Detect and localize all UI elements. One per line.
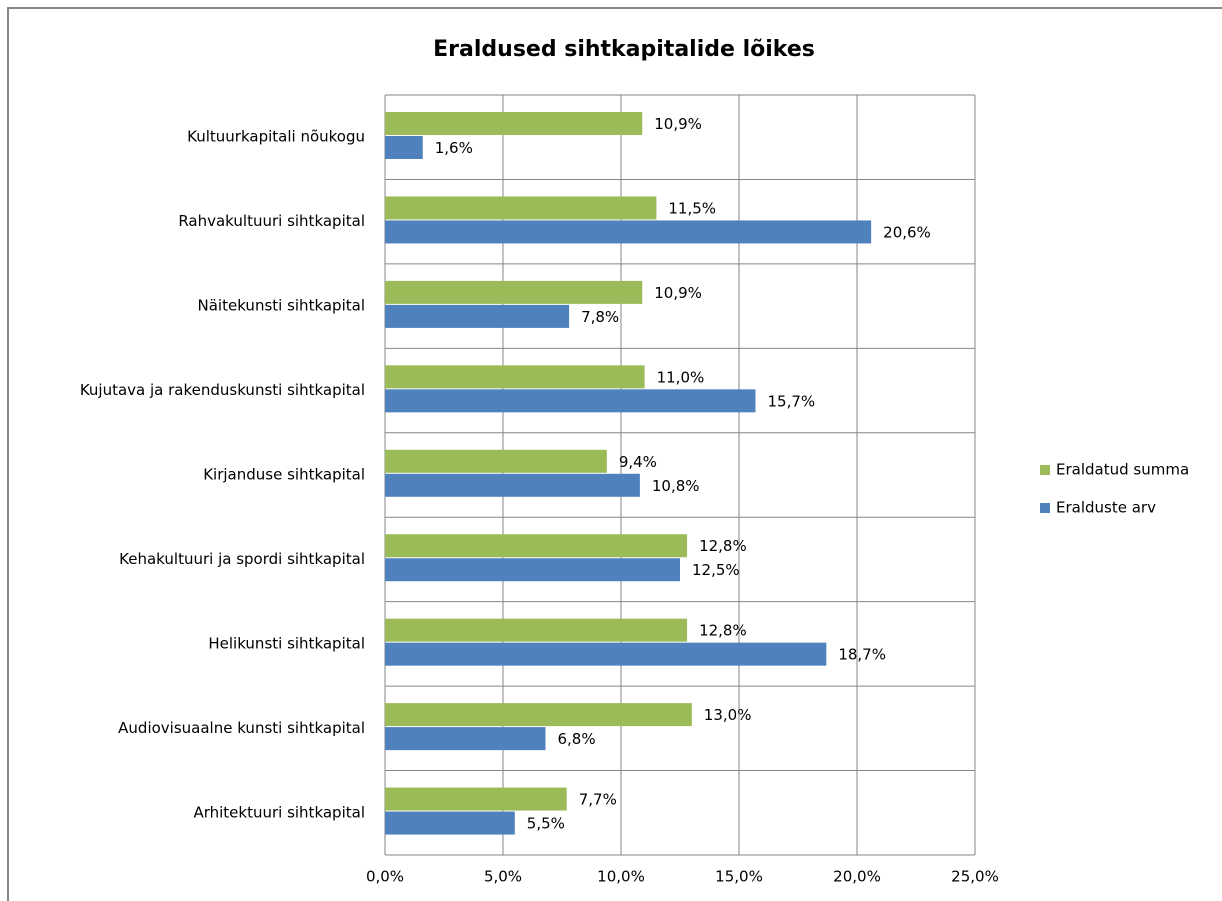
bar bbox=[385, 558, 680, 582]
data-label: 11,0% bbox=[657, 368, 705, 386]
data-label: 10,9% bbox=[654, 115, 702, 133]
y-tick-label: Rahvakultuuri sihtkapital bbox=[178, 212, 365, 230]
bar bbox=[385, 196, 657, 220]
bar bbox=[385, 811, 515, 835]
bar bbox=[385, 280, 643, 304]
chart-frame bbox=[7, 7, 1222, 901]
y-tick-label: Kirjanduse sihtkapital bbox=[203, 466, 365, 484]
data-label: 10,8% bbox=[652, 477, 700, 495]
y-tick-label: Kujutava ja rakenduskunsti sihtkapital bbox=[80, 381, 365, 399]
bar bbox=[385, 449, 607, 473]
x-tick-label: 0,0% bbox=[366, 868, 404, 886]
bar bbox=[385, 534, 688, 558]
legend-swatch bbox=[1040, 503, 1050, 513]
bar bbox=[385, 136, 423, 159]
bar bbox=[385, 112, 643, 135]
legend-swatch bbox=[1040, 465, 1050, 475]
chart-title: Eraldused sihtkapitalide lõikes bbox=[433, 37, 815, 62]
bar bbox=[385, 727, 546, 751]
x-tick-label: 10,0% bbox=[597, 868, 645, 886]
data-label: 5,5% bbox=[527, 815, 565, 833]
x-tick-label: 5,0% bbox=[484, 868, 522, 886]
bar bbox=[385, 473, 640, 497]
bar bbox=[385, 304, 570, 328]
data-label: 18,7% bbox=[838, 646, 886, 664]
data-label: 20,6% bbox=[883, 223, 931, 241]
y-tick-label: Arhitektuuri sihtkapital bbox=[193, 803, 365, 821]
bar bbox=[385, 365, 645, 389]
data-label: 1,6% bbox=[435, 139, 473, 157]
data-label: 9,4% bbox=[619, 453, 657, 471]
y-tick-label: Näitekunsti sihtkapital bbox=[198, 297, 365, 315]
data-label: 7,7% bbox=[579, 791, 617, 809]
data-label: 13,0% bbox=[704, 706, 752, 724]
x-tick-label: 15,0% bbox=[715, 868, 763, 886]
bar bbox=[385, 642, 827, 666]
y-tick-label: Helikunsti sihtkapital bbox=[208, 634, 365, 652]
legend-label: Eraldatud summa bbox=[1056, 461, 1189, 479]
bar bbox=[385, 389, 756, 413]
data-label: 12,5% bbox=[692, 561, 740, 579]
bar bbox=[385, 787, 567, 811]
data-label: 6,8% bbox=[557, 730, 595, 748]
x-tick-label: 20,0% bbox=[833, 868, 881, 886]
legend-label: Eralduste arv bbox=[1056, 499, 1156, 517]
data-label: 10,9% bbox=[654, 284, 702, 302]
data-label: 12,8% bbox=[699, 537, 747, 555]
y-tick-label: Kultuurkapitali nõukogu bbox=[187, 128, 365, 146]
data-label: 7,8% bbox=[581, 308, 619, 326]
y-tick-label: Kehakultuuri ja spordi sihtkapital bbox=[119, 550, 365, 568]
bar bbox=[385, 618, 688, 642]
x-tick-label: 25,0% bbox=[951, 868, 999, 886]
bar bbox=[385, 220, 872, 244]
data-label: 15,7% bbox=[768, 392, 816, 410]
data-label: 12,8% bbox=[699, 622, 747, 640]
y-tick-label: Audiovisuaalne kunsti sihtkapital bbox=[118, 719, 365, 737]
bar bbox=[385, 703, 692, 727]
data-label: 11,5% bbox=[668, 199, 716, 217]
